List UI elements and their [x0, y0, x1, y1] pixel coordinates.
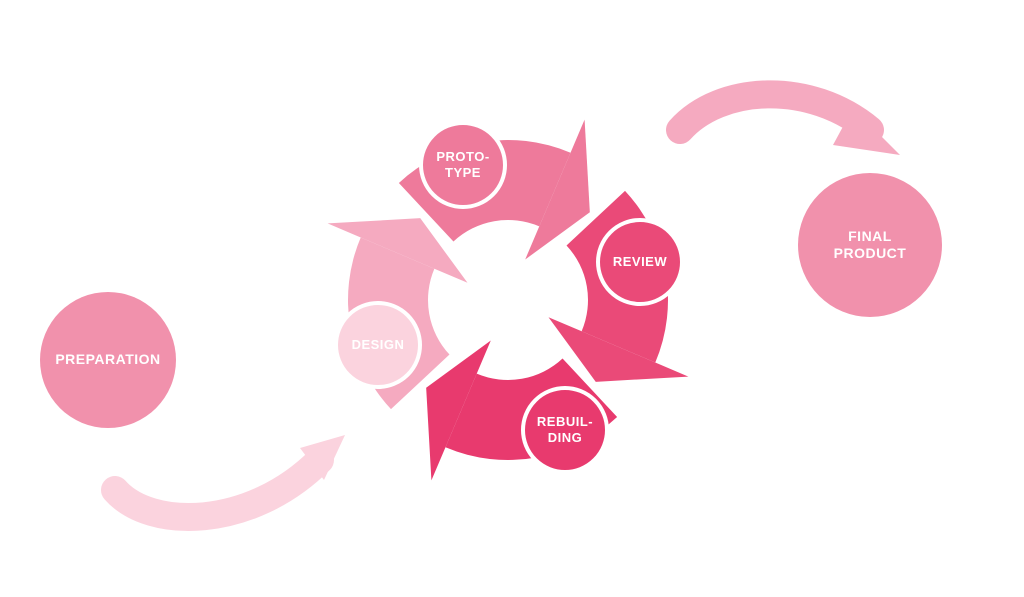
- node-review-label: REVIEW: [613, 254, 667, 270]
- node-review: REVIEW: [596, 218, 684, 306]
- node-design: DESIGN: [334, 301, 422, 389]
- node-prototype: PROTO- TYPE: [419, 121, 507, 209]
- node-preparation: PREPARATION: [40, 292, 176, 428]
- node-rebuilding-label: REBUIL- DING: [537, 414, 593, 447]
- node-final-product: FINAL PRODUCT: [798, 173, 942, 317]
- node-design-label: DESIGN: [352, 337, 405, 353]
- node-prototype-label: PROTO- TYPE: [436, 149, 489, 182]
- node-final-product-label: FINAL PRODUCT: [834, 228, 907, 263]
- diagram-stage: PREPARATION FINAL PRODUCT PROTO- TYPE RE…: [0, 0, 1024, 597]
- node-preparation-label: PREPARATION: [55, 351, 160, 369]
- node-rebuilding: REBUIL- DING: [521, 386, 609, 474]
